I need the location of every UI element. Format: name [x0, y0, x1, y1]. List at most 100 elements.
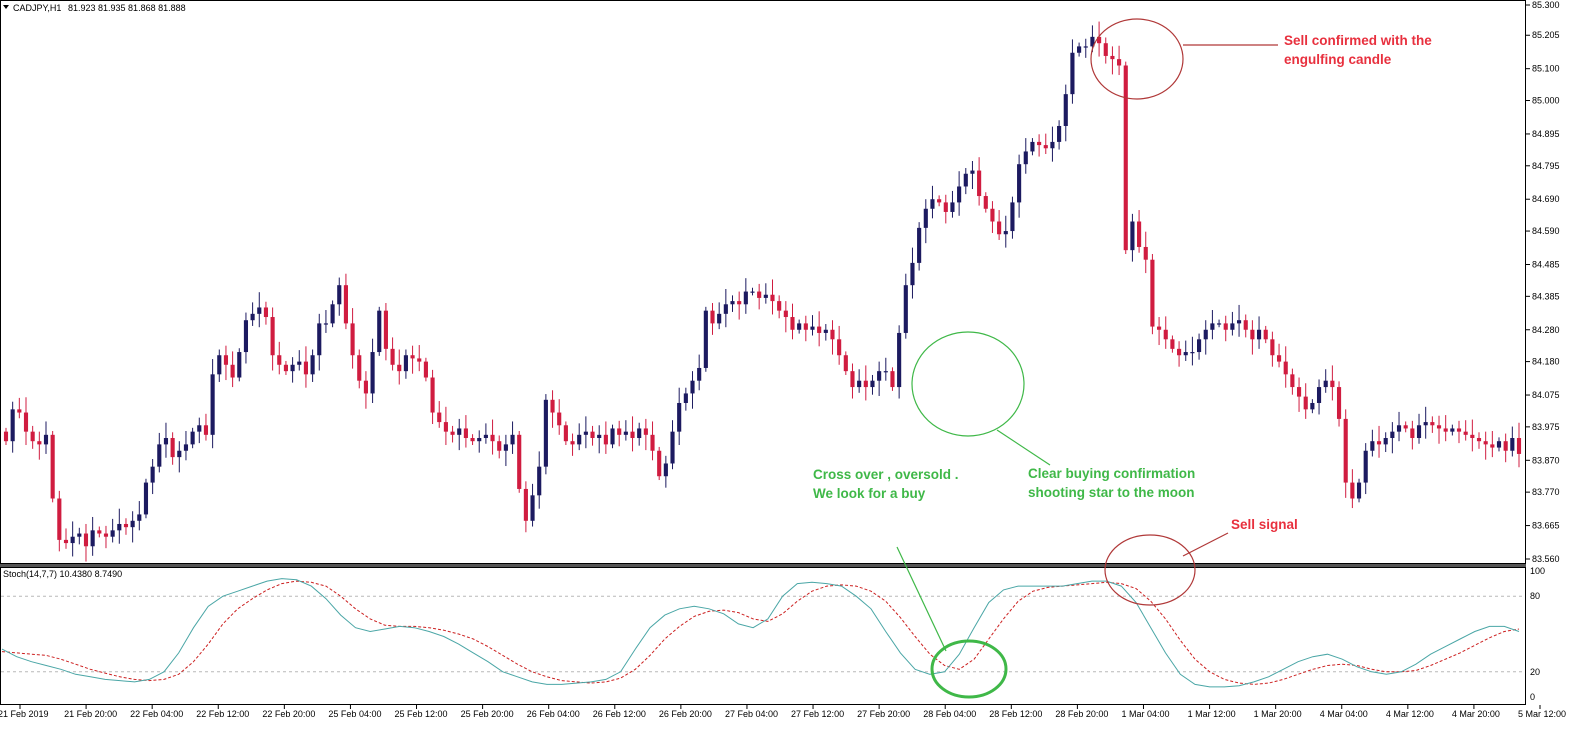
- candle-body: [763, 294, 768, 298]
- stoch-main-line: [1, 578, 1520, 688]
- candle-body: [1296, 387, 1302, 397]
- candle-body: [1516, 438, 1522, 454]
- candle-body: [50, 434, 55, 499]
- annotation-sell-signal: Sell signal: [1231, 517, 1298, 532]
- candle-body: [510, 434, 515, 445]
- candle-body: [1263, 329, 1268, 340]
- candle-body: [1190, 352, 1195, 354]
- candle-body: [110, 530, 115, 537]
- time-tick-label: 4 Mar 20:00: [1452, 709, 1500, 719]
- candle-body: [483, 434, 488, 439]
- candle-body: [403, 355, 408, 372]
- candle-body: [1490, 444, 1495, 448]
- candle-body: [643, 428, 648, 435]
- candle-body: [1216, 323, 1222, 325]
- price-tick-label: 84.180: [1532, 357, 1560, 367]
- candle-body: [10, 409, 15, 442]
- candle-body: [283, 364, 289, 372]
- candle-body: [1077, 46, 1082, 53]
- candle-body: [957, 186, 962, 203]
- time-tick-label: 1 Mar 12:00: [1188, 709, 1236, 719]
- candle-body: [817, 326, 822, 333]
- candle-body: [803, 323, 808, 330]
- candle-body: [910, 262, 915, 286]
- crossover-pointer: [896, 546, 947, 652]
- candle-body: [30, 431, 35, 442]
- ohlc-label: 81.923 81.935 81.868 81.888: [68, 3, 186, 13]
- candle-body: [203, 425, 209, 435]
- candle-body: [583, 431, 588, 435]
- annotation-sell-confirmed-line1: Sell confirmed with the: [1284, 33, 1432, 48]
- candle-body: [657, 450, 662, 477]
- candle-body: [1043, 145, 1048, 149]
- candle-body: [370, 352, 375, 394]
- candle-body: [70, 536, 75, 544]
- candle-body: [57, 498, 62, 540]
- price-tick-label: 85.205: [1532, 30, 1560, 40]
- candle-body: [937, 199, 942, 203]
- candle-body: [23, 412, 29, 432]
- indicator-panel-border: [0, 567, 1526, 705]
- price-tick-label: 83.975: [1532, 422, 1560, 432]
- candle-body: [990, 208, 995, 222]
- candle-body: [1130, 221, 1135, 251]
- candle-body: [1050, 141, 1055, 149]
- candle-body: [97, 530, 102, 534]
- candle-body: [1510, 438, 1515, 451]
- candle-body: [1370, 441, 1375, 451]
- candle-body: [1470, 434, 1475, 439]
- candle-body: [1223, 323, 1228, 330]
- candle-body: [950, 202, 955, 212]
- candle-body: [777, 301, 782, 311]
- candle-body: [257, 307, 262, 314]
- annotation-crossover-line2: We look for a buy: [813, 486, 926, 501]
- stoch-level-label: 80: [1530, 591, 1540, 601]
- candle-body: [1350, 482, 1355, 499]
- candle-body: [1170, 339, 1175, 349]
- time-tick-label: 21 Feb 2019: [0, 709, 49, 719]
- price-tick-label: 83.870: [1532, 455, 1560, 465]
- candle-body: [1063, 94, 1068, 126]
- candle-body: [597, 434, 602, 439]
- candle-body: [1123, 65, 1128, 251]
- candle-body: [1283, 361, 1288, 375]
- candle-body: [490, 434, 495, 442]
- candle-body: [757, 291, 762, 298]
- time-tick-label: 25 Feb 04:00: [328, 709, 381, 719]
- candle-body: [897, 332, 902, 388]
- candle-body: [550, 399, 555, 413]
- candle-body: [177, 450, 182, 458]
- candle-body: [243, 320, 249, 353]
- candle-body: [717, 313, 722, 324]
- price-tick-label: 84.075: [1532, 390, 1560, 400]
- candle-body: [650, 434, 655, 451]
- candle-body: [710, 310, 715, 324]
- candle-body: [150, 466, 155, 483]
- candle-body: [63, 539, 69, 544]
- candle-body: [537, 466, 542, 496]
- candle-body: [390, 348, 395, 365]
- price-tick-label: 83.770: [1532, 487, 1560, 497]
- candle-body: [983, 196, 988, 209]
- candle-body: [1137, 221, 1142, 247]
- candle-body: [230, 364, 235, 378]
- candle-body: [1110, 55, 1115, 60]
- time-tick-label: 25 Feb 20:00: [461, 709, 514, 719]
- candle-body: [457, 428, 462, 435]
- candle-body: [790, 317, 795, 330]
- dropdown-triangle-icon[interactable]: [3, 5, 9, 9]
- time-axis: 21 Feb 2019 21 Feb 20:00 22 Feb 04:00 22 Fe…: [0, 705, 1566, 719]
- candle-body: [1430, 422, 1435, 426]
- candle-body: [277, 355, 282, 365]
- candle-body: [1483, 441, 1488, 445]
- candle-body: [1270, 339, 1275, 356]
- candle-body: [103, 533, 109, 537]
- stochastic-lines: [1, 578, 1520, 688]
- candle-body: [1030, 141, 1035, 152]
- candle-body: [197, 425, 202, 432]
- candle-body: [770, 294, 775, 302]
- candle-body: [623, 431, 628, 435]
- candle-body: [350, 323, 355, 356]
- time-tick-label: 1 Mar 20:00: [1254, 709, 1302, 719]
- buy-confirmation-circle: [911, 331, 1025, 437]
